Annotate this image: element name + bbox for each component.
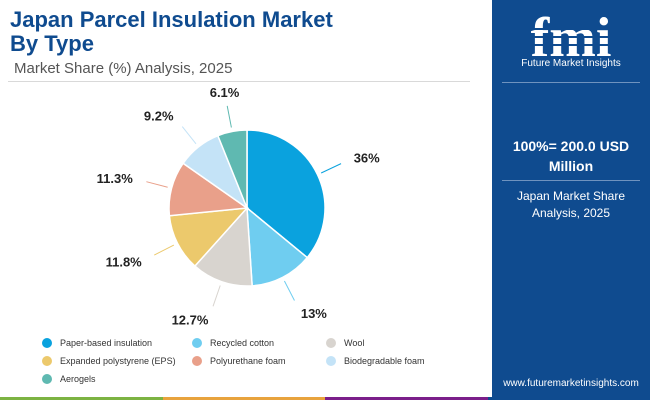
legend-item-6: Biodegradable foam bbox=[326, 356, 425, 366]
page-title: Japan Parcel Insulation Market By Type bbox=[10, 8, 333, 56]
fmi-logo: fmi bbox=[514, 7, 628, 68]
slice-label-6: 9.2% bbox=[144, 109, 174, 124]
market-caption: Japan Market Share Analysis, 2025 bbox=[492, 188, 650, 222]
slice-label-1: 36% bbox=[354, 151, 380, 166]
bottom-bar-segment-1 bbox=[0, 397, 163, 400]
panel-divider-middle bbox=[502, 180, 640, 181]
subtitle-divider bbox=[8, 81, 470, 82]
legend-swatch bbox=[192, 356, 202, 366]
title-line-2: By Type bbox=[10, 31, 94, 56]
legend-item-2: Recycled cotton bbox=[192, 338, 274, 348]
total-line-1: 100%= 200.0 USD bbox=[512, 138, 630, 154]
legend-label: Expanded polystyrene (EPS) bbox=[60, 356, 176, 366]
pie-slice-3 bbox=[193, 206, 253, 287]
legend-label: Aerogels bbox=[60, 374, 96, 384]
pie-chart: 36% 13% 12.7% 11.8% 11.3% 9.2% 6.1% bbox=[97, 85, 380, 328]
legend-item-7: Aerogels bbox=[42, 374, 96, 384]
bottom-color-bar bbox=[0, 397, 650, 400]
pie-slice-7 bbox=[216, 129, 248, 209]
market-line-2: Analysis, 2025 bbox=[531, 206, 611, 220]
legend-item-3: Wool bbox=[326, 338, 364, 348]
pie-slice-1 bbox=[246, 129, 326, 259]
market-line-1: Japan Market Share bbox=[516, 189, 626, 203]
logo-stripes bbox=[514, 28, 628, 46]
leader-line-5 bbox=[146, 181, 168, 188]
slice-label-3: 12.7% bbox=[172, 313, 209, 328]
website-link[interactable]: www.futuremarketinsights.com bbox=[503, 378, 639, 389]
title-line-1: Japan Parcel Insulation Market bbox=[10, 7, 333, 32]
chart-subtitle: Market Share (%) Analysis, 2025 bbox=[14, 60, 233, 77]
legend-label: Wool bbox=[344, 338, 365, 348]
legend-item-1: Paper-based insulation bbox=[42, 338, 152, 348]
bottom-bar-segment-4 bbox=[487, 397, 650, 400]
legend-swatch bbox=[42, 356, 52, 366]
leader-line-2 bbox=[283, 280, 295, 301]
legend-label: Polyurethane foam bbox=[210, 356, 286, 366]
total-line-2: Million bbox=[548, 158, 594, 174]
slice-label-5: 11.3% bbox=[97, 171, 134, 186]
legend-swatch bbox=[42, 374, 52, 384]
legend-swatch bbox=[326, 338, 336, 348]
panel-divider-top bbox=[502, 82, 640, 83]
leader-line-4 bbox=[154, 244, 175, 256]
total-value: 100%= 200.0 USD Million bbox=[492, 136, 650, 176]
legend-label: Recycled cotton bbox=[210, 338, 275, 348]
leader-line-1 bbox=[320, 163, 342, 174]
slice-label-4: 11.8% bbox=[106, 254, 143, 269]
logo-subtitle: Future Market Insights bbox=[521, 58, 621, 69]
legend-label: Biodegradable foam bbox=[344, 356, 425, 366]
legend-swatch bbox=[326, 356, 336, 366]
bottom-bar-segment-3 bbox=[325, 397, 488, 400]
leader-line-3 bbox=[212, 285, 221, 307]
side-panel: fmi Future Market Insights 100%= 200.0 U… bbox=[492, 0, 650, 400]
leader-line-6 bbox=[181, 126, 197, 145]
legend-swatch bbox=[42, 338, 52, 348]
bottom-bar-segment-2 bbox=[162, 397, 325, 400]
slice-label-7: 6.1% bbox=[210, 85, 240, 100]
chart-area: Japan Parcel Insulation Market By Type M… bbox=[8, 7, 470, 384]
legend-label: Paper-based insulation bbox=[60, 338, 153, 348]
slice-label-2: 13% bbox=[301, 306, 327, 321]
legend-item-4: Expanded polystyrene (EPS) bbox=[42, 356, 176, 366]
legend-item-5: Polyurethane foam bbox=[192, 356, 286, 366]
pie-slice-2 bbox=[246, 206, 309, 287]
legend-swatch bbox=[192, 338, 202, 348]
leader-line-7 bbox=[226, 105, 232, 128]
